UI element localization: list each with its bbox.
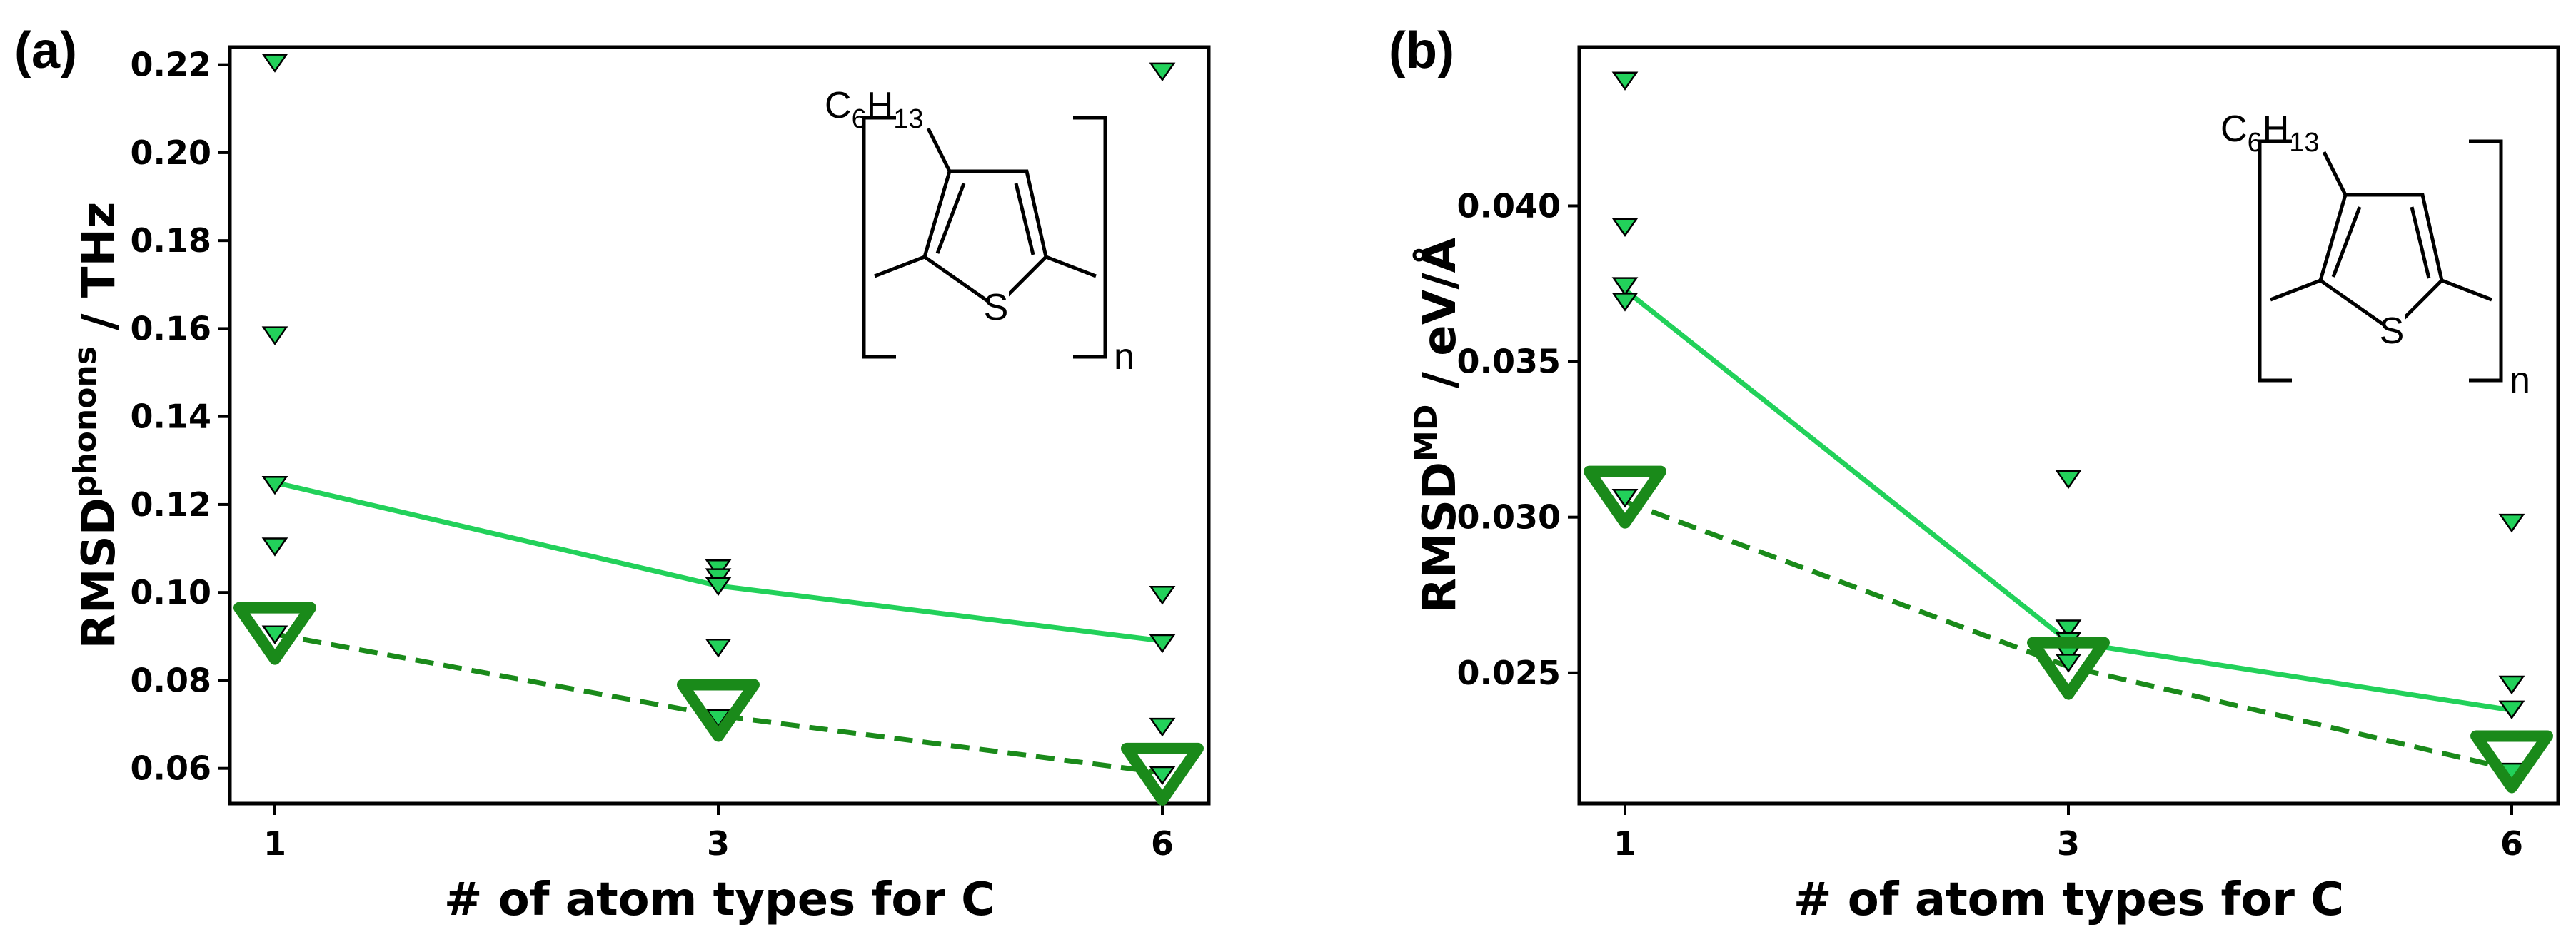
data-point xyxy=(1149,766,1176,786)
data-point xyxy=(261,475,288,495)
right-bracket xyxy=(2469,139,2503,383)
y-axis-label-sup: phonons xyxy=(67,346,104,497)
y-axis-label-unit: / THz xyxy=(73,202,126,346)
repeat-label: n xyxy=(2510,360,2530,401)
y-tick-label: 0.08 xyxy=(131,661,212,699)
x-tick-label: 3 xyxy=(707,824,730,863)
double-bond xyxy=(2410,206,2431,279)
substituent-label: C6H13 xyxy=(2220,108,2320,158)
data-point xyxy=(1611,71,1639,91)
thiophene-ring xyxy=(922,169,1048,310)
right-bracket xyxy=(1073,116,1107,359)
thiophene-ring xyxy=(2318,193,2444,333)
y-tick-label: 0.030 xyxy=(1456,498,1561,537)
data-point xyxy=(1611,293,1639,312)
molecule-structure: Sn C6H13 xyxy=(2220,108,2530,401)
y-axis-label-main: RMSD xyxy=(1414,462,1466,613)
data-point xyxy=(2498,675,2525,695)
data-point xyxy=(261,54,288,73)
substituent-label: C6H13 xyxy=(825,85,924,134)
y-tick-label: 0.025 xyxy=(1456,654,1561,692)
sulfur-label: S xyxy=(984,287,1009,328)
x-tick-label: 1 xyxy=(1614,824,1636,863)
data-point xyxy=(2055,654,2082,673)
panel-a: 0.06 0.08 0.10 0.12 0.14 0.16 0.18 0.20 0.22 1 3 6 #… xyxy=(14,22,1211,926)
chain-bond xyxy=(1045,255,1097,278)
y-axis-label-main: RMSD xyxy=(73,497,126,649)
panel-label: (b) xyxy=(1389,22,1454,79)
y-tick-label: 0.10 xyxy=(131,573,212,612)
data-point xyxy=(2055,619,2082,639)
y-tick-label: 0.18 xyxy=(131,221,212,260)
sulfur-label: S xyxy=(2380,310,2405,352)
chain-bond xyxy=(2441,278,2492,302)
alkyl-bond xyxy=(926,127,952,173)
y-tick-label: 0.06 xyxy=(131,749,212,788)
data-point xyxy=(705,638,732,658)
chain-bond xyxy=(2270,278,2321,302)
data-point xyxy=(261,625,288,644)
y-axis-label-unit: / eV/Å xyxy=(1412,237,1466,404)
data-point xyxy=(1611,218,1639,237)
sulfur-bg xyxy=(2383,313,2405,341)
double-bond xyxy=(2331,206,2362,278)
y-axis-label: RMSDphonons / THz xyxy=(67,202,126,649)
x-tick-label: 6 xyxy=(1151,824,1174,863)
x-tick-label: 6 xyxy=(2500,824,2523,863)
double-bond xyxy=(935,183,966,254)
double-bond xyxy=(1014,183,1035,255)
repeat-label: n xyxy=(1114,336,1134,378)
alkyl-bond xyxy=(2322,151,2348,196)
data-point xyxy=(1149,634,1176,654)
best-point-marker xyxy=(1584,465,1666,529)
y-axis-label-sup: MD xyxy=(1408,405,1444,462)
best-point-marker xyxy=(677,679,760,742)
x-tick-label: 1 xyxy=(263,824,286,863)
best-point-marker xyxy=(1121,742,1204,806)
data-point xyxy=(705,577,732,597)
data-point xyxy=(261,537,288,557)
y-tick-label: 0.035 xyxy=(1456,343,1561,381)
data-point xyxy=(1611,488,1639,508)
y-tick-label: 0.22 xyxy=(131,46,212,84)
y-tick-label: 0.12 xyxy=(131,485,212,524)
panel-label: (a) xyxy=(14,22,77,79)
sulfur-bg xyxy=(987,289,1009,318)
chain-bond xyxy=(874,255,925,278)
data-point xyxy=(2498,513,2525,533)
best-point-marker xyxy=(233,602,316,665)
y-tick-label: 0.14 xyxy=(131,397,212,436)
data-point xyxy=(2498,700,2525,720)
data-point xyxy=(1149,717,1176,737)
x-axis-label: # of atom types for C xyxy=(444,873,995,926)
x-tick-label: 3 xyxy=(2057,824,2080,863)
data-point xyxy=(2055,470,2082,490)
y-tick-label: 0.040 xyxy=(1456,186,1561,225)
x-axis-label: # of atom types for C xyxy=(1793,873,2344,926)
y-axis-label: RMSDMD / eV/Å xyxy=(1408,237,1466,613)
y-tick-label: 0.20 xyxy=(131,133,212,172)
panel-b: 0.025 0.030 0.035 0.040 1 3 6 # of atom types f… xyxy=(1389,22,2560,926)
best-point-marker xyxy=(2027,637,2110,700)
data-point xyxy=(1611,277,1639,296)
data-point xyxy=(1149,62,1176,82)
data-point xyxy=(261,326,288,345)
y-tick-label: 0.16 xyxy=(131,309,212,348)
left-bracket xyxy=(862,116,896,359)
best-point-marker xyxy=(2470,730,2553,794)
best-line xyxy=(274,632,1163,776)
left-bracket xyxy=(2258,139,2292,383)
data-point xyxy=(1149,586,1176,605)
molecule-structure: Sn C6H13 xyxy=(825,85,1134,378)
